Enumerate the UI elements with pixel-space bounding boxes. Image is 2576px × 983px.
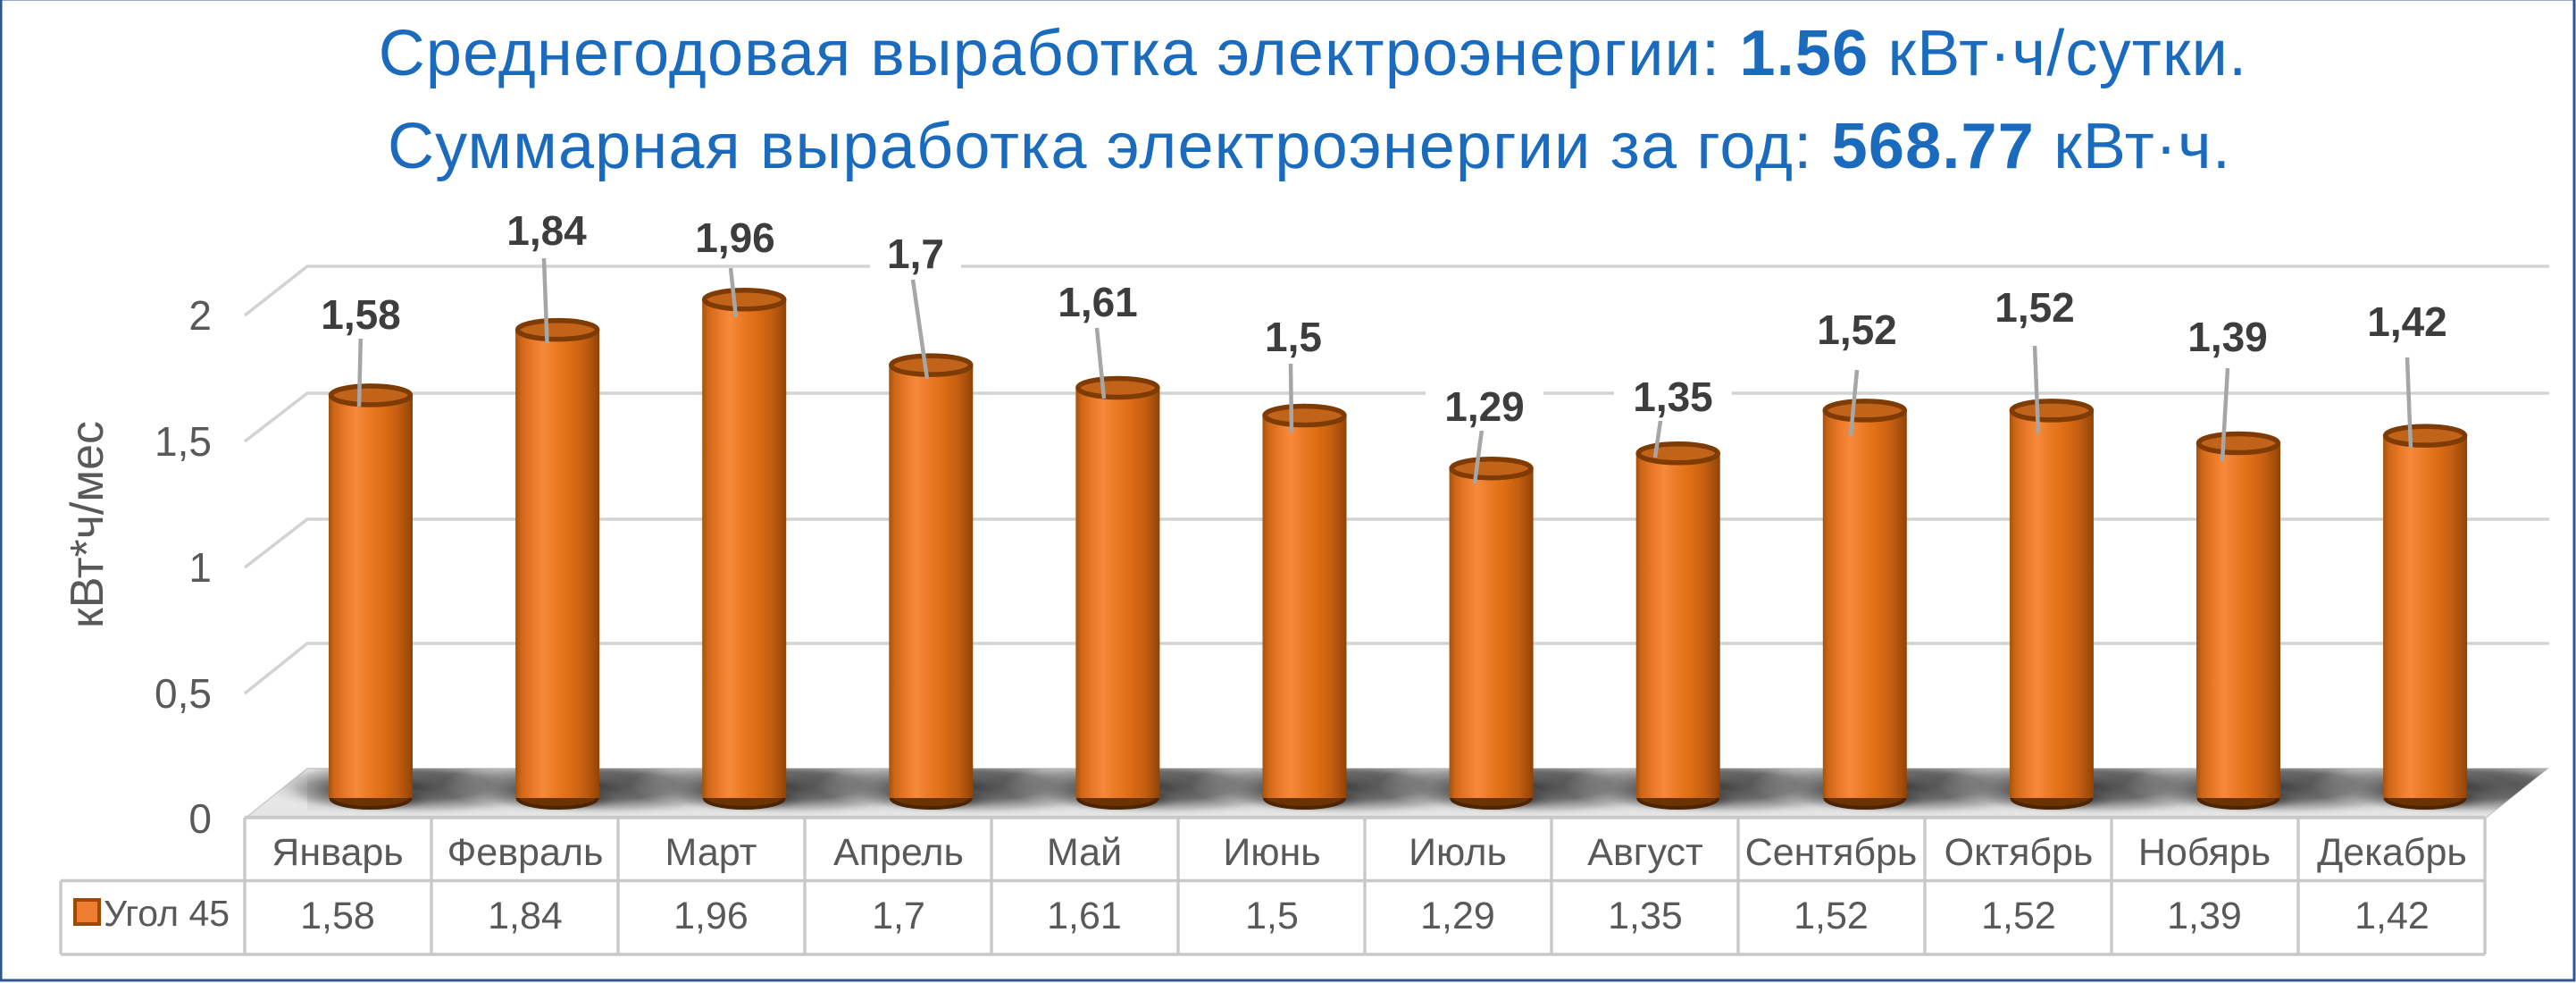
svg-text:1,58: 1,58 — [321, 291, 401, 338]
svg-text:Февраль: Февраль — [447, 831, 604, 874]
svg-text:Июль: Июль — [1409, 831, 1507, 874]
svg-text:Среднегодовая выработка электр: Среднегодовая выработка электроэнергии: … — [379, 18, 2248, 89]
svg-text:1,29: 1,29 — [1444, 383, 1525, 430]
svg-text:1,84: 1,84 — [488, 895, 563, 937]
svg-text:Октябрь: Октябрь — [1945, 831, 2094, 874]
svg-text:Сентябрь: Сентябрь — [1745, 831, 1918, 874]
svg-text:1,5: 1,5 — [1245, 895, 1299, 937]
svg-text:1,84: 1,84 — [506, 207, 587, 254]
svg-text:1,35: 1,35 — [1608, 895, 1683, 937]
svg-text:Январь: Январь — [272, 831, 403, 874]
svg-text:1,39: 1,39 — [2167, 895, 2242, 937]
svg-text:1,7: 1,7 — [887, 231, 944, 277]
svg-text:1,58: 1,58 — [300, 895, 375, 937]
svg-text:2: 2 — [188, 292, 212, 339]
svg-text:1,39: 1,39 — [2187, 314, 2268, 360]
svg-text:1: 1 — [188, 544, 212, 591]
svg-text:0,5: 0,5 — [155, 670, 212, 717]
svg-text:Август: Август — [1587, 831, 1702, 874]
svg-text:1,52: 1,52 — [1794, 895, 1869, 937]
svg-text:1,5: 1,5 — [155, 418, 212, 465]
svg-text:Нобярь: Нобярь — [2138, 831, 2271, 874]
svg-text:1,61: 1,61 — [1058, 279, 1138, 325]
svg-text:Март: Март — [665, 831, 757, 874]
svg-text:1,96: 1,96 — [695, 214, 775, 261]
svg-text:Май: Май — [1047, 831, 1122, 874]
svg-text:1,52: 1,52 — [1981, 895, 2056, 937]
svg-text:1,61: 1,61 — [1047, 895, 1122, 937]
svg-text:Декабрь: Декабрь — [2317, 831, 2467, 874]
svg-text:1,52: 1,52 — [1817, 307, 1897, 353]
svg-text:1,42: 1,42 — [2354, 895, 2430, 937]
svg-text:кВт*ч/мес: кВт*ч/мес — [62, 421, 113, 628]
svg-text:1,35: 1,35 — [1633, 374, 1713, 420]
svg-text:Июнь: Июнь — [1223, 831, 1320, 874]
svg-text:Угол 45: Угол 45 — [104, 893, 230, 934]
svg-text:Суммарная выработка электроэне: Суммарная выработка электроэнергии за го… — [388, 111, 2231, 182]
svg-text:1,5: 1,5 — [1265, 314, 1322, 360]
svg-text:1,7: 1,7 — [872, 895, 925, 937]
svg-text:1,96: 1,96 — [673, 895, 749, 937]
svg-text:Апрель: Апрель — [833, 831, 964, 874]
svg-text:0: 0 — [188, 795, 212, 842]
svg-text:1,52: 1,52 — [1995, 284, 2075, 331]
svg-text:1,42: 1,42 — [2367, 298, 2447, 345]
svg-text:1,29: 1,29 — [1420, 895, 1495, 937]
